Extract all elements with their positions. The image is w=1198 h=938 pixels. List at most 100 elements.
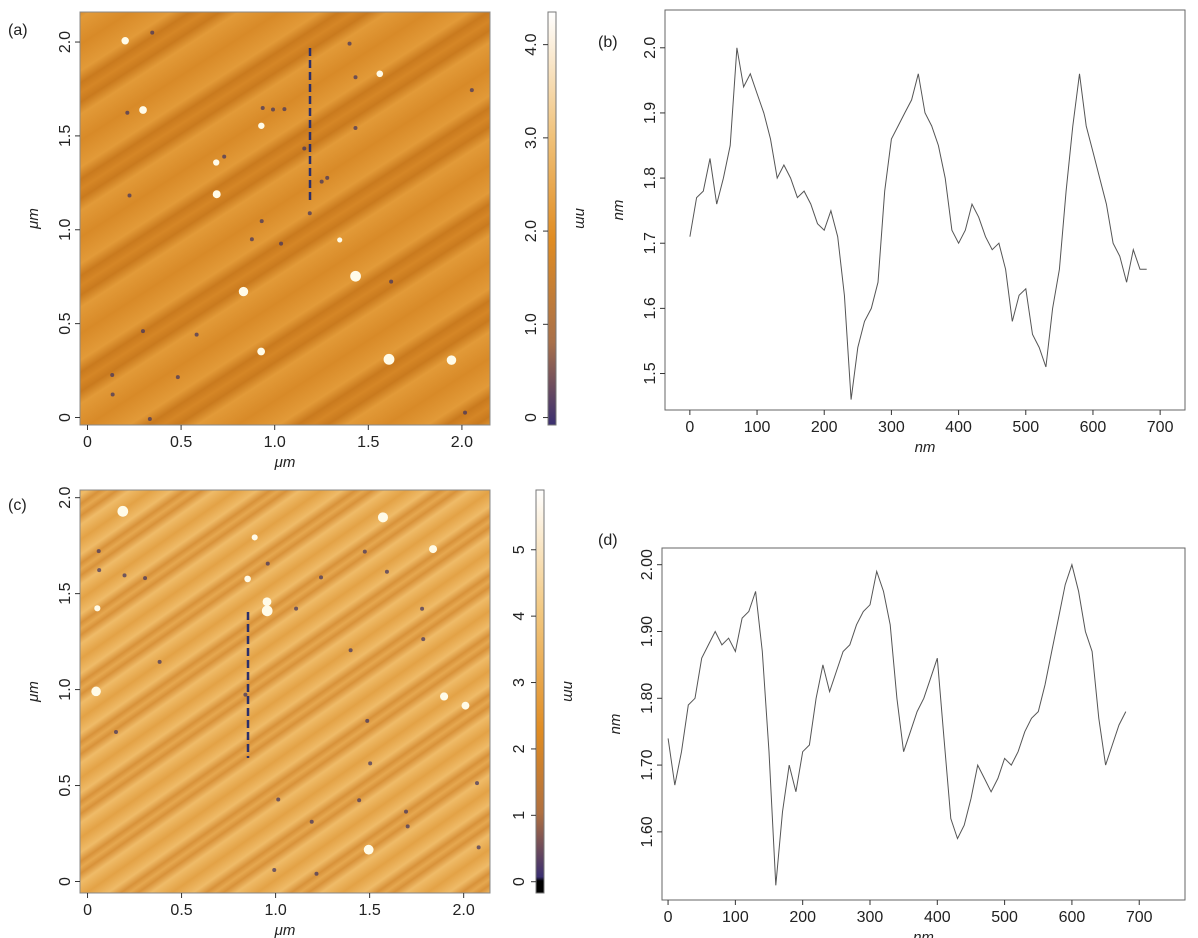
particle [337, 237, 343, 243]
colorbar-tick-label: 1.0 [523, 313, 540, 335]
pit [260, 106, 265, 111]
x-tick-label: 1.0 [264, 434, 286, 451]
y-tick-label: 1.60 [639, 816, 656, 847]
y-tick-label: 1.0 [57, 678, 74, 700]
pit [265, 561, 270, 566]
x-tick-label: 600 [1080, 419, 1107, 436]
x-tick-label: 400 [945, 419, 972, 436]
pit [404, 809, 409, 814]
x-tick-label: 2.0 [453, 902, 475, 919]
colorbar [535, 489, 545, 894]
x-tick-label: 700 [1126, 909, 1153, 926]
y-tick-label: 1.70 [639, 749, 656, 780]
colorbar-title: nm [560, 681, 577, 702]
particle [117, 505, 129, 517]
pit [282, 107, 287, 112]
pit [353, 125, 358, 130]
pit [319, 575, 324, 580]
pit [249, 237, 254, 242]
colorbar-tick-label: 3.0 [523, 127, 540, 149]
pit [347, 41, 352, 46]
x-tick-label: 1.0 [264, 902, 286, 919]
particle [258, 122, 265, 129]
pit [110, 392, 115, 397]
pit [279, 241, 284, 246]
colorbar-tick-label: 0 [511, 877, 528, 886]
y-axis-title: μm [25, 681, 42, 703]
x-tick-label: 500 [991, 909, 1018, 926]
x-tick-label: 0 [685, 419, 694, 436]
x-axis-title: μm [274, 922, 296, 938]
particle [251, 534, 258, 541]
pit [222, 154, 227, 159]
x-tick-label: 1.5 [359, 902, 381, 919]
pit [420, 606, 425, 611]
pit [272, 867, 277, 872]
pit [302, 146, 307, 151]
y-tick-label: 2.0 [57, 31, 74, 53]
y-tick-label: 2.0 [57, 486, 74, 508]
particle [383, 353, 395, 365]
x-tick-label: 0 [664, 909, 673, 926]
pit [127, 193, 132, 198]
image-frame [79, 11, 491, 426]
panel-label: (d) [598, 532, 618, 549]
colorbar [547, 11, 557, 426]
x-tick-label: 500 [1012, 419, 1039, 436]
panel-label: (b) [598, 34, 618, 51]
y-tick-label: 2.00 [639, 549, 656, 580]
x-tick-label: 600 [1059, 909, 1086, 926]
pit [276, 797, 281, 802]
x-tick-label: 700 [1147, 419, 1174, 436]
y-axis-title: nm [607, 714, 624, 735]
pit [362, 549, 367, 554]
x-axis-title: nm [915, 439, 936, 456]
afm-image [80, 12, 490, 425]
particle [262, 597, 272, 607]
particle [213, 159, 220, 166]
x-tick-label: 0.5 [170, 902, 192, 919]
y-tick-label: 1.9 [642, 102, 659, 124]
particle [446, 355, 457, 365]
plots: 0 0.5 1.0 1.5 2.000.51.01.52.0μmμm01.02.03.0… [8, 9, 1186, 938]
x-tick-label: 0 [83, 434, 92, 451]
pit [325, 175, 330, 180]
pit [96, 549, 101, 554]
x-tick-label: 100 [722, 909, 749, 926]
pit [476, 845, 481, 850]
y-tick-label: 2.0 [642, 37, 659, 59]
pit [405, 824, 410, 829]
y-tick-label: 0.5 [57, 312, 74, 334]
particle [440, 692, 449, 701]
colorbar-tick-label: 5 [511, 545, 528, 554]
x-tick-label: 300 [857, 909, 884, 926]
particle [238, 286, 249, 297]
particle [261, 605, 273, 617]
pit [319, 179, 324, 184]
colorbar-tick-label: 0 [523, 413, 540, 422]
pit [475, 781, 480, 786]
pit [368, 761, 373, 766]
colorbar-title: nm [572, 208, 589, 229]
y-tick-label: 0 [57, 877, 74, 886]
y-tick-label: 1.80 [639, 683, 656, 714]
x-axis-title: nm [913, 929, 934, 938]
colorbar-tick-label: 4 [511, 612, 528, 621]
colorbar-tick-label: 2 [511, 744, 528, 753]
pit [113, 730, 118, 735]
particle [257, 347, 265, 356]
x-tick-label: 300 [878, 419, 905, 436]
pit [384, 569, 389, 574]
y-tick-label: 1.5 [642, 362, 659, 384]
pit [147, 417, 152, 422]
y-axis-title: nm [610, 200, 627, 221]
y-tick-label: 1.90 [639, 616, 656, 647]
image-frame [79, 489, 491, 894]
x-tick-label: 1.5 [357, 434, 379, 451]
pit [175, 375, 180, 380]
x-tick-label: 100 [744, 419, 771, 436]
y-tick-label: 1.0 [57, 219, 74, 241]
pit [125, 110, 130, 115]
x-tick-label: 200 [811, 419, 838, 436]
x-tick-label: 2.0 [451, 434, 473, 451]
